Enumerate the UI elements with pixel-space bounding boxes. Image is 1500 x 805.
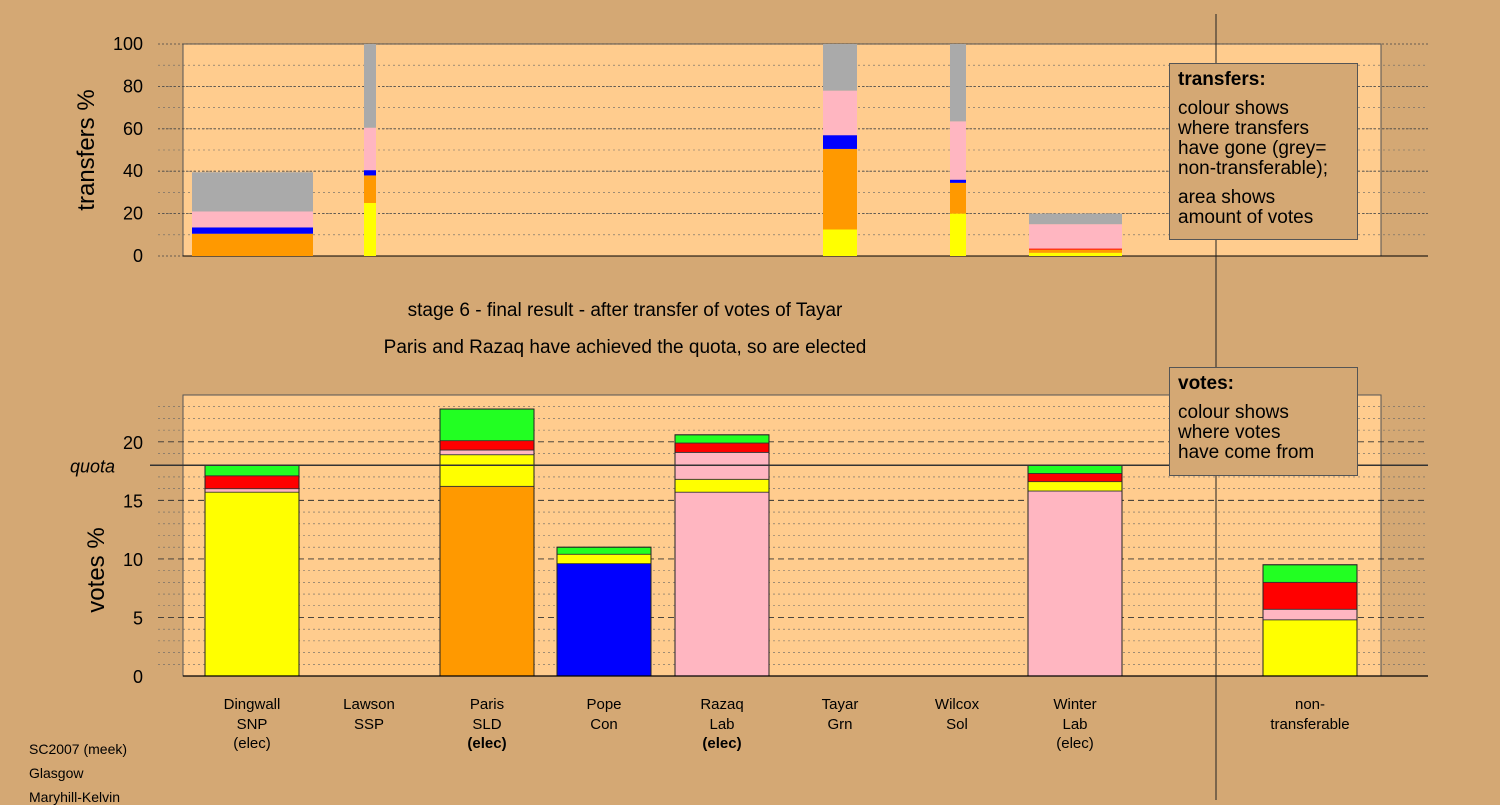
vote-segment-dingwall (204, 464, 300, 477)
transfer-segment-winter (1029, 224, 1122, 249)
vote-segment-paris (439, 485, 535, 677)
candidate-status: (elec) (467, 735, 506, 752)
votes-y-label: votes % (83, 527, 110, 612)
transfer-segment-wilcox (950, 179, 966, 183)
votes-legend-title: votes: (1178, 373, 1234, 394)
transfers-y-tick: 80 (123, 76, 143, 96)
transfer-segment-winter (1029, 213, 1122, 225)
transfer-segment-lawson (364, 203, 376, 256)
stage-title: stage 6 - final result - after transfer … (407, 300, 843, 321)
quota-label: quota (70, 456, 115, 476)
candidate-status: (elec) (1056, 735, 1094, 752)
vote-segment-razaq (674, 442, 770, 453)
candidate-status: (elec) (233, 735, 271, 752)
transfers-legend-text: colour shows where transfers have gone (… (1178, 98, 1328, 179)
transfer-segment-dingwall (192, 211, 313, 228)
candidate-party: Grn (827, 716, 852, 733)
candidate-name: Wilcox (935, 696, 980, 713)
transfer-segment-lawson (364, 44, 376, 128)
candidate-name: Lawson (343, 696, 395, 713)
transfer-segment-tayar (823, 148, 857, 230)
votes-y-tick: 10 (123, 550, 143, 570)
vote-segment-paris (439, 454, 535, 487)
candidate-party: Sol (946, 716, 968, 733)
transfer-segment-wilcox (950, 121, 966, 180)
vote-segment-pope (556, 546, 652, 555)
candidate-party: SSP (354, 716, 384, 733)
vote-segment-paris (439, 408, 535, 442)
candidate-name: Paris (470, 696, 504, 713)
transfer-segment-tayar (823, 44, 857, 91)
vote-segment-winter (1027, 490, 1123, 677)
vote-segment-non (1262, 619, 1358, 677)
transfers-y-label: transfers % (73, 89, 100, 210)
candidate-name: Winter (1053, 696, 1096, 713)
vote-segment-paris (439, 449, 535, 456)
candidate-party: Con (590, 716, 618, 733)
footer-constituency: Maryhill-Kelvin (29, 789, 121, 805)
vote-segment-razaq (674, 491, 770, 677)
transfer-segment-winter (1029, 252, 1122, 256)
transfer-segment-tayar (823, 135, 857, 149)
candidate-party: Lab (1062, 716, 1087, 733)
footer-city: Glasgow (29, 765, 84, 781)
votes-y-tick: 5 (133, 608, 143, 628)
transfer-segment-lawson (364, 127, 376, 171)
transfers-legend-note: area shows amount of votes (1178, 187, 1314, 228)
vote-segment-winter (1027, 481, 1123, 492)
vote-segment-non (1262, 564, 1358, 583)
vote-segment-razaq (674, 434, 770, 444)
votes-legend: votes: colour shows where votes have com… (1169, 367, 1358, 476)
transfer-segment-tayar (823, 229, 857, 256)
vote-segment-pope (556, 563, 652, 677)
transfers-legend-title: transfers: (1178, 69, 1266, 90)
vote-segment-dingwall (204, 491, 300, 677)
vote-segment-non (1262, 608, 1358, 621)
transfer-segment-wilcox (950, 213, 966, 256)
transfers-legend: transfers: colour shows where transfers … (1169, 63, 1358, 240)
transfer-segment-winter (1029, 249, 1122, 253)
transfers-y-tick: 0 (133, 246, 143, 266)
candidate-name: Tayar (822, 696, 859, 713)
transfer-segment-wilcox (950, 44, 966, 122)
vote-segment-dingwall (204, 475, 300, 490)
vote-segment-paris (439, 440, 535, 451)
transfer-segment-dingwall (192, 233, 313, 256)
candidate-party: SNP (237, 716, 268, 733)
vote-segment-razaq (674, 478, 770, 493)
transfer-segment-wilcox (950, 182, 966, 214)
vote-segment-dingwall (204, 488, 300, 493)
transfer-segment-winter (1029, 248, 1122, 250)
transfers-y-tick: 40 (123, 161, 143, 181)
candidate-party: SLD (472, 716, 501, 733)
stage-subtitle: Paris and Razaq have achieved the quota,… (383, 337, 867, 358)
vote-segment-winter (1027, 473, 1123, 483)
candidate-party: Lab (709, 716, 734, 733)
candidate-name: non- (1295, 696, 1325, 713)
votes-y-tick: 20 (123, 433, 143, 453)
vote-segment-non (1262, 581, 1358, 610)
transfers-y-tick: 20 (123, 204, 143, 224)
transfer-segment-lawson (364, 170, 376, 176)
candidate-name: Dingwall (224, 696, 281, 713)
votes-y-tick: 15 (123, 491, 143, 511)
candidate-name: Razaq (700, 696, 743, 713)
transfer-segment-dingwall (192, 172, 313, 212)
votes-y-tick: 0 (133, 667, 143, 687)
vote-segment-winter (1027, 464, 1123, 474)
candidate-party: transferable (1270, 716, 1349, 733)
transfer-segment-tayar (823, 90, 857, 136)
votes-legend-text: colour shows where votes have come from (1178, 402, 1315, 463)
transfers-y-tick: 100 (113, 34, 143, 54)
transfers-y-tick: 60 (123, 119, 143, 139)
candidate-status: (elec) (702, 735, 741, 752)
footer-method: SC2007 (meek) (29, 741, 128, 757)
transfer-segment-dingwall (192, 227, 313, 234)
transfer-segment-lawson (364, 175, 376, 203)
candidate-name: Pope (586, 696, 621, 713)
vote-segment-pope (556, 553, 652, 565)
